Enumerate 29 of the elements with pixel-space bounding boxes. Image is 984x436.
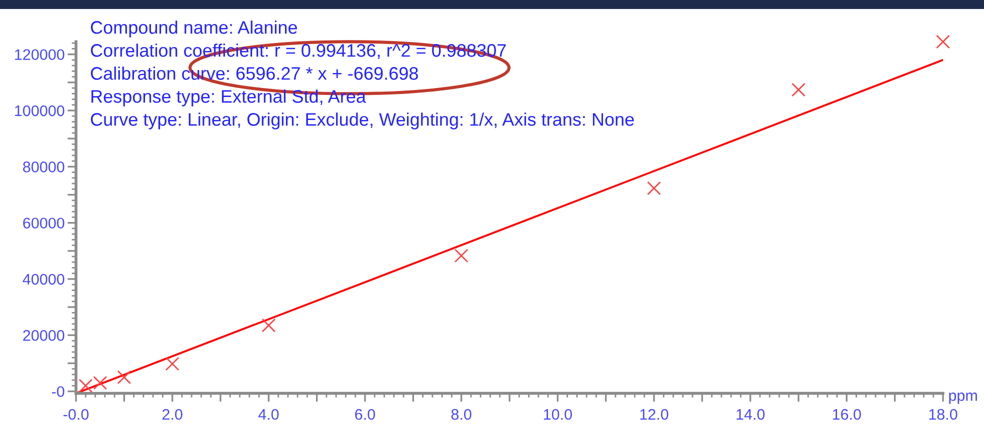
text: Compound name: Alanine <box>90 20 297 38</box>
point <box>454 248 468 263</box>
x-tick-label: 6.0 <box>355 408 376 420</box>
x-tick-label: 18.0 <box>929 408 958 420</box>
x-tick-label: -0.0 <box>64 408 89 420</box>
y-tick-label: 20000 <box>23 330 64 341</box>
point <box>262 318 276 332</box>
annotation: Curve type: Linear, Origin: Exclude, Weighting: 1/x, Axis trans: None <box>90 112 634 130</box>
x-tick-label: 8.0 <box>451 408 472 420</box>
y-tick-label: 100000 <box>15 105 64 116</box>
point <box>936 34 950 49</box>
y-tick-label: 120000 <box>15 49 64 60</box>
x-axis-title: ppm <box>949 392 977 404</box>
y-tick-label: 40000 <box>22 274 64 285</box>
y-tick-label: 60000 <box>23 218 64 229</box>
point <box>117 370 132 384</box>
point <box>93 376 108 390</box>
y-tick-label: -0 <box>52 386 64 398</box>
point <box>647 181 661 196</box>
point <box>165 356 180 371</box>
point <box>792 82 806 97</box>
y-tick-label: 80000 <box>23 162 64 172</box>
x-tick-label: 2.0 <box>162 408 182 420</box>
point <box>78 378 93 393</box>
x-tick-label: 14.0 <box>736 408 765 420</box>
x-tick-label: 4.0 <box>258 408 279 420</box>
x-tick-label: 12.0 <box>640 408 668 420</box>
x-tick-label: 16.0 <box>832 408 861 420</box>
x-tick-label: 10.0 <box>544 408 572 420</box>
